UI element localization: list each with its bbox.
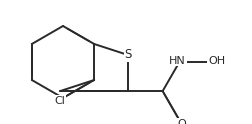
Text: HN: HN: [169, 56, 185, 65]
Text: OH: OH: [208, 56, 225, 65]
Text: O: O: [177, 119, 185, 124]
Text: Cl: Cl: [54, 96, 65, 106]
Text: S: S: [124, 48, 132, 61]
